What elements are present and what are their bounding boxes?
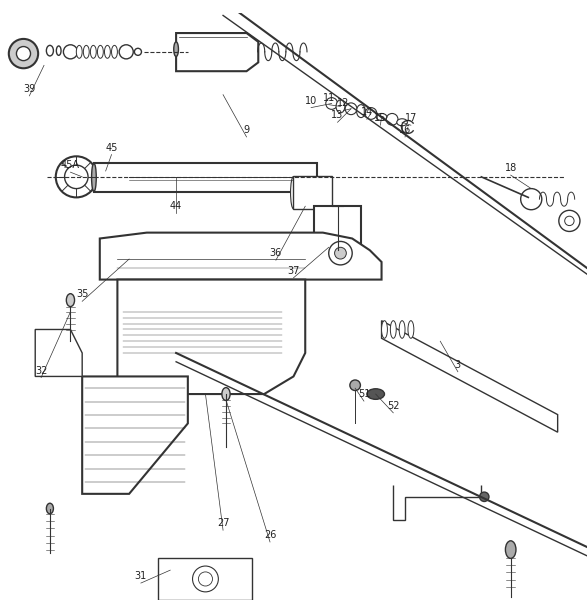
Circle shape [350, 380, 360, 390]
Ellipse shape [76, 45, 82, 58]
Ellipse shape [356, 105, 365, 118]
Ellipse shape [367, 389, 384, 400]
Ellipse shape [397, 119, 407, 126]
Ellipse shape [376, 113, 387, 121]
Ellipse shape [408, 321, 414, 338]
Text: 39: 39 [23, 84, 35, 94]
Ellipse shape [56, 46, 61, 55]
Text: 9: 9 [244, 125, 249, 135]
FancyBboxPatch shape [314, 206, 361, 250]
Text: 17: 17 [404, 113, 417, 123]
Text: 44: 44 [170, 201, 182, 211]
Text: 16: 16 [399, 125, 411, 135]
Polygon shape [382, 321, 558, 432]
Ellipse shape [505, 541, 516, 558]
Polygon shape [35, 329, 82, 376]
Ellipse shape [382, 321, 387, 338]
Text: 13: 13 [332, 110, 343, 120]
Circle shape [16, 47, 31, 61]
Text: 36: 36 [270, 248, 282, 258]
Text: 51: 51 [357, 389, 370, 399]
Text: 10: 10 [305, 95, 317, 105]
Polygon shape [82, 376, 188, 494]
Ellipse shape [97, 45, 103, 58]
Text: 12: 12 [337, 99, 350, 108]
Ellipse shape [112, 45, 117, 58]
Circle shape [480, 492, 489, 501]
Ellipse shape [306, 177, 312, 209]
Text: 52: 52 [387, 401, 400, 411]
Ellipse shape [66, 294, 75, 307]
Text: 35: 35 [76, 289, 89, 299]
FancyBboxPatch shape [294, 176, 332, 209]
Text: 27: 27 [217, 518, 230, 528]
Ellipse shape [390, 321, 396, 338]
Circle shape [9, 39, 38, 69]
Ellipse shape [335, 247, 346, 259]
Ellipse shape [104, 45, 110, 58]
Text: 31: 31 [135, 571, 147, 581]
Ellipse shape [321, 177, 327, 209]
Text: 45A: 45A [61, 160, 80, 170]
Ellipse shape [313, 177, 319, 209]
Ellipse shape [334, 251, 341, 261]
Ellipse shape [90, 45, 96, 58]
Text: 11: 11 [323, 92, 335, 103]
Ellipse shape [174, 42, 178, 56]
Ellipse shape [298, 177, 304, 209]
Ellipse shape [92, 163, 96, 192]
Polygon shape [176, 33, 258, 71]
Bar [94, 163, 317, 192]
Ellipse shape [46, 45, 53, 56]
Text: 45: 45 [105, 143, 118, 152]
Ellipse shape [83, 45, 89, 58]
Ellipse shape [399, 321, 405, 338]
Text: 26: 26 [264, 530, 276, 540]
Text: 18: 18 [505, 163, 517, 173]
Polygon shape [100, 233, 382, 280]
Bar [158, 558, 252, 600]
Text: 37: 37 [287, 266, 300, 276]
Text: 32: 32 [35, 365, 48, 376]
Text: 3: 3 [455, 360, 461, 370]
Polygon shape [117, 280, 305, 394]
Ellipse shape [336, 100, 345, 113]
Text: 15: 15 [374, 113, 387, 123]
Text: 14: 14 [361, 107, 373, 118]
Ellipse shape [46, 503, 53, 514]
Ellipse shape [329, 241, 352, 265]
Ellipse shape [291, 177, 296, 209]
Ellipse shape [222, 387, 230, 400]
